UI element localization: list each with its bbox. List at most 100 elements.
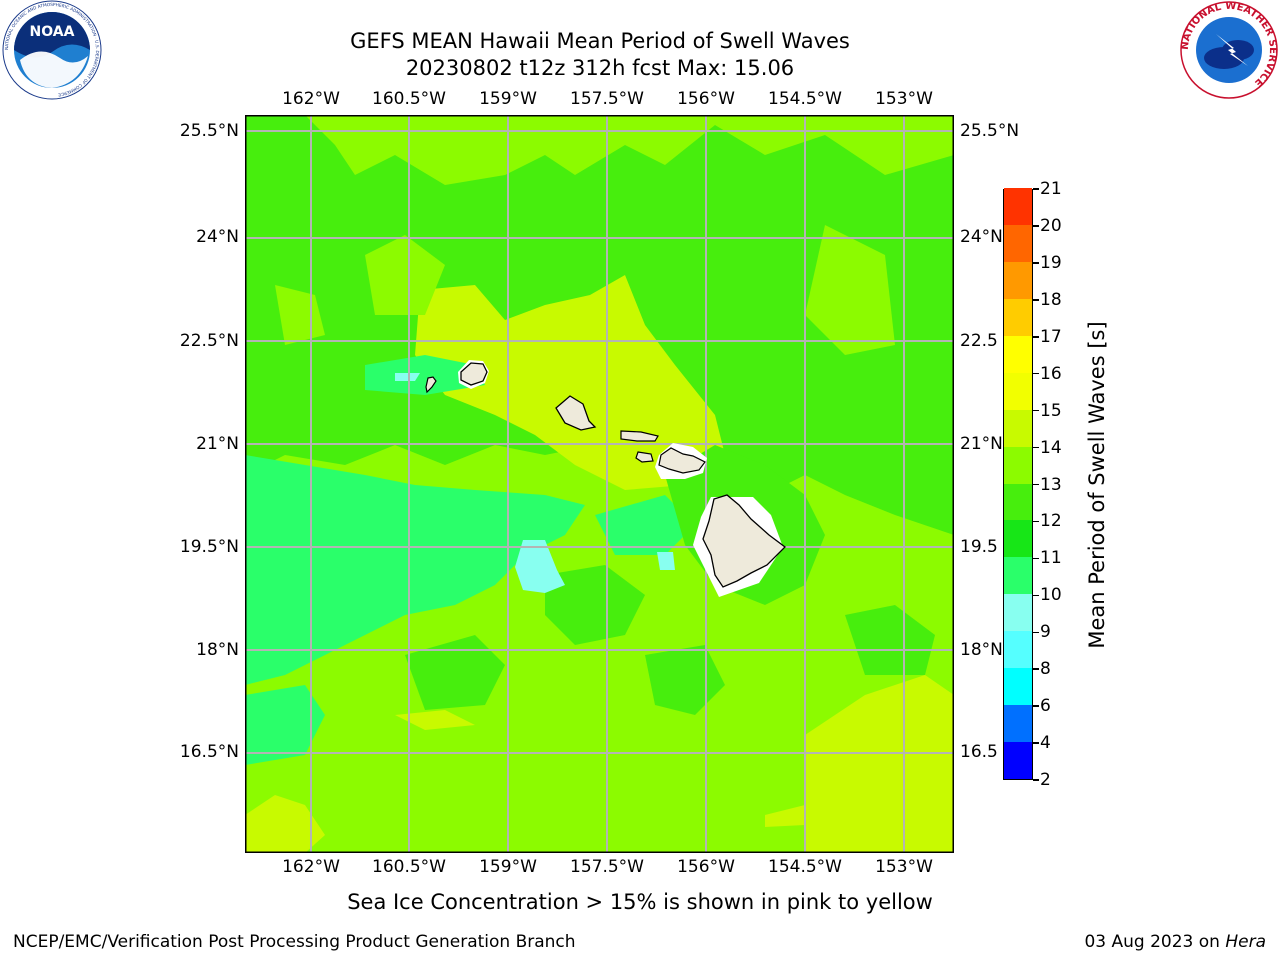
lat-label-right: 16.5 — [960, 742, 998, 762]
lat-label-left: 21°N — [196, 434, 239, 454]
colorbar-tick-mark — [1033, 520, 1039, 523]
lon-label-top: 153°W — [875, 89, 933, 109]
lat-label-left: 22.5°N — [179, 331, 239, 351]
colorbar-segment — [1004, 519, 1032, 558]
colorbar-tick-mark — [1033, 409, 1039, 412]
lon-label-bottom: 160.5°W — [372, 857, 446, 877]
colorbar-tick-label: 16 — [1040, 363, 1062, 384]
colorbar-segment — [1004, 556, 1032, 595]
map-title: GEFS MEAN Hawaii Mean Period of Swell Wa… — [350, 29, 850, 53]
island-niihau — [425, 376, 437, 394]
colorbar-tick-mark — [1033, 483, 1039, 486]
colorbar-segment — [1004, 483, 1032, 521]
footer-date: 03 Aug 2023 on Hera — [1084, 932, 1266, 952]
colorbar-segment — [1004, 298, 1032, 336]
colorbar-tick-mark — [1033, 705, 1039, 707]
colorbar-tick-mark — [1033, 299, 1039, 301]
swell-period-map — [245, 115, 954, 853]
lon-label-top: 160.5°W — [372, 89, 446, 109]
colorbar-tick-label: 13 — [1040, 474, 1062, 495]
colorbar — [1003, 187, 1033, 780]
colorbar-segment — [1004, 704, 1032, 743]
lon-label-bottom: 154.5°W — [768, 857, 842, 877]
colorbar-segment — [1004, 187, 1032, 225]
lon-label-top: 154.5°W — [768, 89, 842, 109]
contour-10-11-band — [245, 455, 585, 685]
contour-13-14-lower-right — [805, 675, 954, 853]
colorbar-tick-mark — [1033, 225, 1039, 227]
colorbar-tick-label: 21 — [1040, 179, 1062, 199]
colorbar-tick-mark — [1033, 668, 1039, 670]
lon-label-bottom: 162°W — [282, 857, 340, 877]
noaa-logo: NOAA NATIONAL OCEANIC AND ATMOSPHERIC AD… — [2, 0, 102, 100]
colorbar-tick-label: 17 — [1040, 326, 1062, 347]
colorbar-tick-mark — [1033, 557, 1039, 560]
footer-host: Hera — [1225, 932, 1266, 952]
colorbar-tick-label: 18 — [1040, 289, 1062, 310]
lat-label-right: 19.5 — [960, 537, 998, 557]
island-molokai — [620, 430, 659, 442]
lon-label-top: 157.5°W — [570, 89, 644, 109]
colorbar-tick-label: 14 — [1040, 437, 1062, 458]
lat-label-left: 16.5°N — [179, 742, 239, 762]
lat-label-left: 19.5°N — [179, 537, 239, 557]
colorbar-segment — [1004, 224, 1032, 262]
lat-label-right: 24°N — [960, 227, 1003, 247]
svg-text:NOAA: NOAA — [30, 24, 75, 40]
colorbar-tick-mark — [1033, 446, 1039, 449]
colorbar-tick-label: 11 — [1040, 548, 1062, 569]
island-hawaii — [693, 494, 786, 597]
island-kauai — [458, 360, 489, 389]
colorbar-tick-mark — [1033, 594, 1039, 597]
colorbar-tick-mark — [1033, 262, 1039, 264]
colorbar-tick-label: 6 — [1040, 696, 1051, 717]
nws-logo: NATIONAL WEATHER SERVICE — [1180, 1, 1278, 99]
colorbar-tick-mark — [1033, 188, 1039, 190]
colorbar-tick-mark — [1033, 372, 1039, 375]
lat-label-right: 25.5°N — [960, 121, 1020, 141]
colorbar-segment — [1004, 593, 1032, 632]
colorbar-tick-mark — [1033, 336, 1039, 338]
lon-label-top: 162°W — [282, 89, 340, 109]
colorbar-tick-label: 4 — [1040, 733, 1051, 754]
colorbar-tick-label: 9 — [1040, 622, 1051, 643]
lon-label-bottom: 159°W — [479, 857, 537, 877]
colorbar-segment — [1004, 409, 1032, 447]
colorbar-segment — [1004, 446, 1032, 484]
island-maui — [655, 443, 707, 479]
colorbar-label: Mean Period of Swell Waves [s] — [1085, 321, 1109, 649]
sea-ice-note: Sea Ice Concentration > 15% is shown in … — [347, 890, 933, 914]
lat-label-right: 21°N — [960, 434, 1003, 454]
lon-label-top: 159°W — [479, 89, 537, 109]
map-subtitle: 20230802 t12z 312h fcst Max: 15.06 — [405, 56, 795, 80]
colorbar-tick-label: 2 — [1040, 770, 1051, 790]
colorbar-tick-mark — [1033, 631, 1039, 633]
colorbar-segment — [1004, 261, 1032, 299]
contour-9-10-south — [515, 540, 565, 593]
colorbar-segment — [1004, 372, 1032, 410]
colorbar-tick-label: 10 — [1040, 585, 1062, 606]
colorbar-tick-label: 8 — [1040, 659, 1051, 680]
lat-label-right: 18°N — [960, 640, 1003, 660]
lon-label-bottom: 157.5°W — [570, 857, 644, 877]
colorbar-segment — [1004, 741, 1032, 779]
colorbar-tick-label: 15 — [1040, 400, 1062, 421]
lat-label-left: 18°N — [196, 640, 239, 660]
footer-credit: NCEP/EMC/Verification Post Processing Pr… — [13, 932, 576, 952]
colorbar-segment — [1004, 667, 1032, 706]
colorbar-segment — [1004, 335, 1032, 373]
graticule — [245, 115, 954, 853]
colorbar-tick-mark — [1033, 742, 1039, 744]
lon-label-bottom: 156°W — [677, 857, 735, 877]
lat-label-right: 22.5 — [960, 331, 998, 351]
colorbar-tick-label: 19 — [1040, 252, 1062, 273]
colorbar-tick-label: 20 — [1040, 215, 1062, 236]
colorbar-segment — [1004, 630, 1032, 669]
lat-label-left: 25.5°N — [179, 121, 239, 141]
contour-13-14-lower-left — [245, 795, 325, 853]
colorbar-tick-label: 12 — [1040, 511, 1062, 532]
colorbar-tick-mark — [1033, 779, 1039, 781]
lon-label-bottom: 153°W — [875, 857, 933, 877]
island-lanai — [635, 451, 654, 463]
lat-label-left: 24°N — [196, 227, 239, 247]
